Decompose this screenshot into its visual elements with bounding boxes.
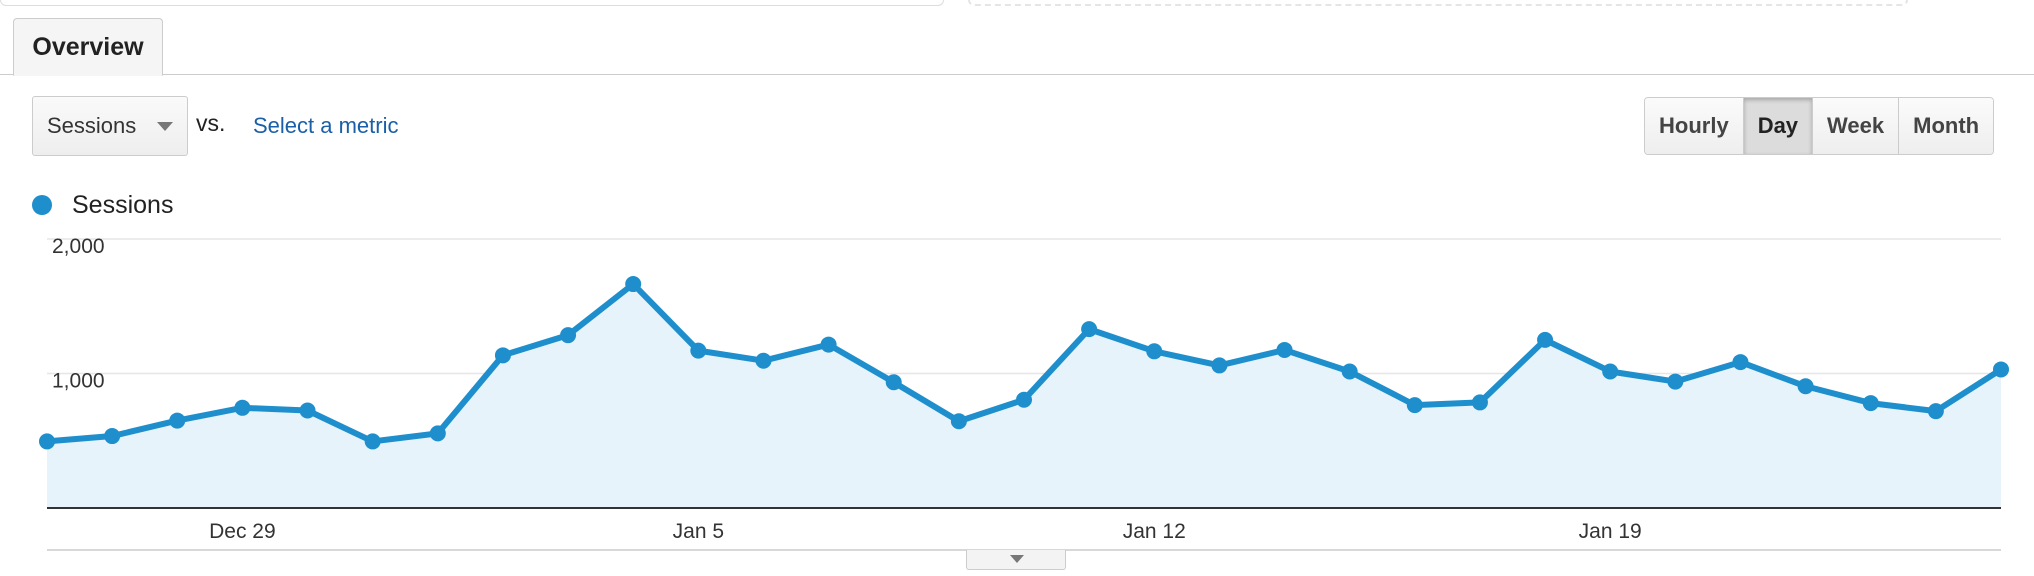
legend-dot-icon	[32, 195, 52, 215]
select-metric-link[interactable]: Select a metric	[253, 113, 399, 138]
series-area-fill	[47, 284, 2001, 508]
y-tick-label: 1,000	[52, 370, 105, 393]
data-point	[299, 402, 316, 419]
granularity-month-button[interactable]: Month	[1898, 98, 1994, 154]
data-point	[1993, 361, 2009, 378]
metric-dropdown-label: Sessions	[47, 113, 137, 138]
top-right-dashed-panel	[968, 0, 1908, 6]
vs-label: vs.	[196, 110, 226, 136]
data-point	[1471, 394, 1488, 411]
tab-overview[interactable]: Overview	[13, 18, 163, 76]
data-point	[494, 347, 511, 364]
data-point	[1602, 363, 1619, 380]
data-point	[1667, 373, 1684, 390]
data-point	[1862, 395, 1879, 412]
x-tick-label: Jan 19	[1579, 520, 1642, 543]
x-tick-label: Jan 12	[1123, 520, 1186, 543]
data-point	[1927, 403, 1944, 420]
data-point	[429, 425, 446, 442]
x-tick-label: Jan 5	[673, 520, 724, 543]
data-point	[1146, 343, 1163, 360]
data-point	[690, 342, 707, 359]
data-point	[364, 433, 381, 450]
data-point	[560, 327, 577, 344]
chevron-down-icon	[1010, 555, 1024, 563]
data-point	[1081, 321, 1098, 338]
data-point	[39, 433, 55, 450]
data-point	[169, 412, 186, 429]
data-point	[755, 352, 772, 369]
collapse-chart-button[interactable]	[966, 550, 1066, 570]
data-point	[950, 413, 967, 430]
granularity-day-button[interactable]: Day	[1742, 98, 1813, 154]
data-point	[625, 276, 642, 293]
granularity-week-button[interactable]: Week	[1812, 98, 1899, 154]
data-point	[1406, 397, 1423, 414]
legend-label: Sessions	[72, 190, 174, 219]
metric-dropdown[interactable]: Sessions	[32, 96, 188, 156]
data-point	[1211, 357, 1228, 374]
data-point	[1797, 378, 1814, 395]
chart-legend: Sessions	[32, 190, 173, 220]
x-tick-label: Dec 29	[209, 520, 276, 543]
data-point	[1016, 391, 1032, 408]
tab-divider	[0, 74, 2034, 75]
granularity-toggle: Hourly Day Week Month	[1644, 97, 1995, 155]
data-point	[234, 399, 251, 416]
data-point	[885, 374, 902, 391]
y-tick-label: 2,000	[52, 235, 105, 258]
data-point	[104, 428, 121, 445]
granularity-hourly-button[interactable]: Hourly	[1645, 98, 1743, 154]
data-point	[1341, 363, 1358, 380]
data-point	[1732, 354, 1749, 371]
data-point	[1276, 341, 1293, 358]
chevron-down-icon	[157, 122, 173, 131]
data-point	[1537, 331, 1554, 348]
data-point	[820, 336, 837, 353]
